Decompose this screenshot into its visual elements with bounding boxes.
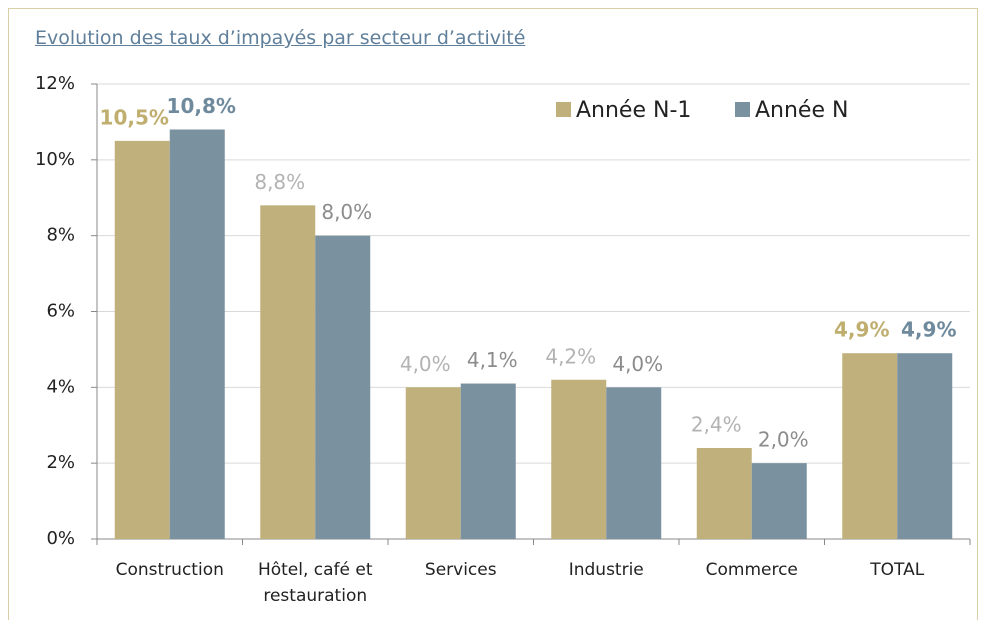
frame <box>8 8 978 620</box>
x-tick-label: Hôtel, café et restauration <box>257 560 373 606</box>
y-tick-label: 0% <box>46 528 75 549</box>
y-tick-label: 12% <box>35 73 75 94</box>
x-tick-label: Commerce <box>705 560 798 580</box>
y-tick-label: 4% <box>46 376 75 397</box>
bar <box>169 129 225 539</box>
bar <box>405 387 461 539</box>
y-tick-label: 2% <box>46 452 75 473</box>
bar <box>606 387 662 539</box>
value-label: 4,0% <box>612 352 663 376</box>
value-label: 10,8% <box>167 94 236 118</box>
x-tick-label: Services <box>424 560 497 580</box>
bar <box>260 205 316 540</box>
legend-label: Année N-1 <box>576 98 691 123</box>
bar <box>751 463 807 539</box>
chart-title: Evolution des taux d’impayés par secteur… <box>35 27 526 49</box>
legend-swatch <box>735 102 750 117</box>
legend-label: Année N <box>755 98 848 123</box>
value-label: 4,0% <box>400 352 451 376</box>
x-tick-label: TOTAL <box>870 560 925 580</box>
value-label: 4,9% <box>901 318 956 342</box>
y-tick-label: 6% <box>46 301 75 322</box>
value-label: 10,5% <box>100 105 169 129</box>
y-tick-label: 8% <box>46 225 75 246</box>
value-label: 4,1% <box>467 348 518 372</box>
y-tick-label: 10% <box>35 149 75 170</box>
bar <box>315 235 371 539</box>
x-tick-label: Construction <box>115 560 224 580</box>
value-label: 8,8% <box>254 170 305 194</box>
value-label: 8,0% <box>321 200 372 224</box>
bar <box>897 353 953 539</box>
bar <box>696 448 752 539</box>
bar <box>460 383 516 539</box>
value-label: 2,4% <box>691 413 742 437</box>
x-tick-label: Industrie <box>568 560 644 580</box>
bar <box>114 140 170 539</box>
value-label: 4,2% <box>545 344 596 368</box>
legend-swatch <box>556 102 571 117</box>
bar <box>842 353 898 539</box>
value-label: 4,9% <box>834 318 889 342</box>
value-label: 2,0% <box>758 428 809 452</box>
bar <box>551 379 607 539</box>
